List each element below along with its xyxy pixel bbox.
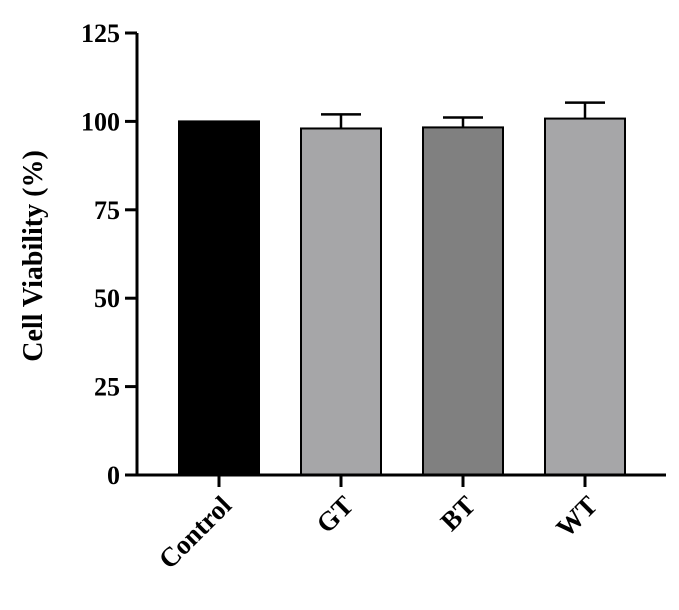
bar-control <box>178 120 260 477</box>
y-tick-label: 75 <box>94 196 120 225</box>
y-tick-label: 25 <box>94 373 120 402</box>
bar-wt <box>544 117 626 476</box>
x-axis: Control GT BT WT <box>135 473 666 575</box>
y-tick-label: 100 <box>81 107 120 136</box>
x-tick-label-wt: WT <box>550 490 603 543</box>
y-tick-label: 50 <box>94 284 120 313</box>
y-tick-label: 0 <box>107 461 120 490</box>
x-tick-label-gt: GT <box>310 490 359 539</box>
x-tick-label-control: Control <box>153 490 238 575</box>
y-axis: 0 25 50 75 100 125 <box>81 19 139 490</box>
bar-bt <box>422 126 504 477</box>
bar-gt <box>300 127 382 477</box>
y-axis-title: Cell Viability (%) <box>18 150 49 362</box>
bars <box>178 101 626 477</box>
y-tick-label: 125 <box>81 19 120 48</box>
x-tick-label-bt: BT <box>435 490 482 537</box>
